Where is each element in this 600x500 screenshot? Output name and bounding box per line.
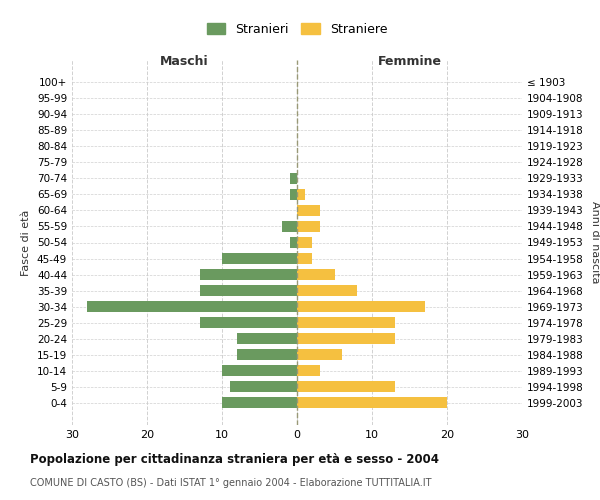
Bar xyxy=(297,397,447,408)
Bar xyxy=(297,221,320,232)
Text: COMUNE DI CASTO (BS) - Dati ISTAT 1° gennaio 2004 - Elaborazione TUTTITALIA.IT: COMUNE DI CASTO (BS) - Dati ISTAT 1° gen… xyxy=(30,478,431,488)
Bar xyxy=(237,333,297,344)
Bar xyxy=(237,349,297,360)
Bar xyxy=(297,317,395,328)
Bar xyxy=(282,221,297,232)
Y-axis label: Fasce di età: Fasce di età xyxy=(22,210,31,276)
Bar xyxy=(87,301,297,312)
Bar xyxy=(297,349,342,360)
Text: Femmine: Femmine xyxy=(377,55,442,68)
Text: Popolazione per cittadinanza straniera per età e sesso - 2004: Popolazione per cittadinanza straniera p… xyxy=(30,452,439,466)
Bar xyxy=(297,365,320,376)
Bar xyxy=(297,381,395,392)
Bar xyxy=(290,173,297,184)
Text: Maschi: Maschi xyxy=(160,55,209,68)
Bar xyxy=(297,237,312,248)
Bar xyxy=(222,253,297,264)
Bar xyxy=(290,189,297,200)
Bar xyxy=(297,285,357,296)
Y-axis label: Anni di nascita: Anni di nascita xyxy=(590,201,600,284)
Bar xyxy=(297,189,305,200)
Bar xyxy=(297,253,312,264)
Bar xyxy=(297,205,320,216)
Bar xyxy=(199,269,297,280)
Bar xyxy=(229,381,297,392)
Bar xyxy=(222,365,297,376)
Bar xyxy=(297,269,335,280)
Bar xyxy=(222,397,297,408)
Bar xyxy=(199,285,297,296)
Bar xyxy=(297,301,425,312)
Legend: Stranieri, Straniere: Stranieri, Straniere xyxy=(203,19,391,40)
Bar xyxy=(199,317,297,328)
Bar xyxy=(290,237,297,248)
Bar xyxy=(297,333,395,344)
